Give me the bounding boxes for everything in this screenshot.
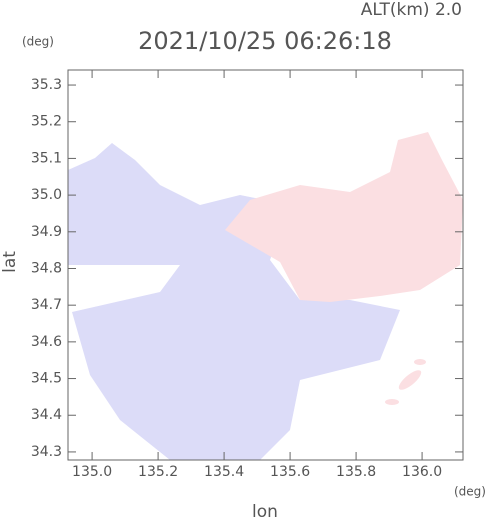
- gap: [300, 380, 370, 425]
- y-tick-label: 35.0: [31, 187, 62, 203]
- x-tick-label: 136.0: [402, 464, 442, 480]
- x-tick-label: 135.4: [204, 464, 244, 480]
- x-tick-label: 135.6: [270, 464, 310, 480]
- y-tick-label: 34.5: [31, 371, 62, 387]
- x-tick-label: 135.0: [72, 464, 112, 480]
- y-unit: (deg): [22, 35, 54, 49]
- y-tick-label: 34.9: [31, 224, 62, 240]
- positive-blob: [414, 359, 426, 365]
- y-tick-label: 34.3: [31, 444, 62, 460]
- y-tick-label: 35.1: [31, 150, 62, 166]
- y-axis-label: lat: [0, 251, 20, 273]
- x-tick-label: 135.8: [336, 464, 376, 480]
- y-tick-label: 35.3: [31, 77, 62, 93]
- x-axis-label: lon: [252, 502, 278, 521]
- x-unit: (deg): [454, 485, 486, 499]
- altitude-label: ALT(km) 2.0: [361, 0, 462, 20]
- positive-region: [225, 132, 463, 302]
- positive-blob: [385, 399, 399, 405]
- velocity-field: [68, 132, 463, 460]
- y-tick-label: 35.2: [31, 114, 62, 130]
- chart-title: 2021/10/25 06:26:18: [138, 27, 392, 55]
- plot-frame: [67, 69, 464, 461]
- negative-region: [68, 143, 400, 460]
- y-tick-label: 34.4: [31, 407, 62, 423]
- y-tick-label: 34.7: [31, 297, 62, 313]
- y-tick-label: 34.6: [31, 334, 62, 350]
- x-tick-label: 135.2: [138, 464, 178, 480]
- positive-blob: [398, 370, 422, 390]
- y-tick-label: 34.8: [31, 260, 62, 276]
